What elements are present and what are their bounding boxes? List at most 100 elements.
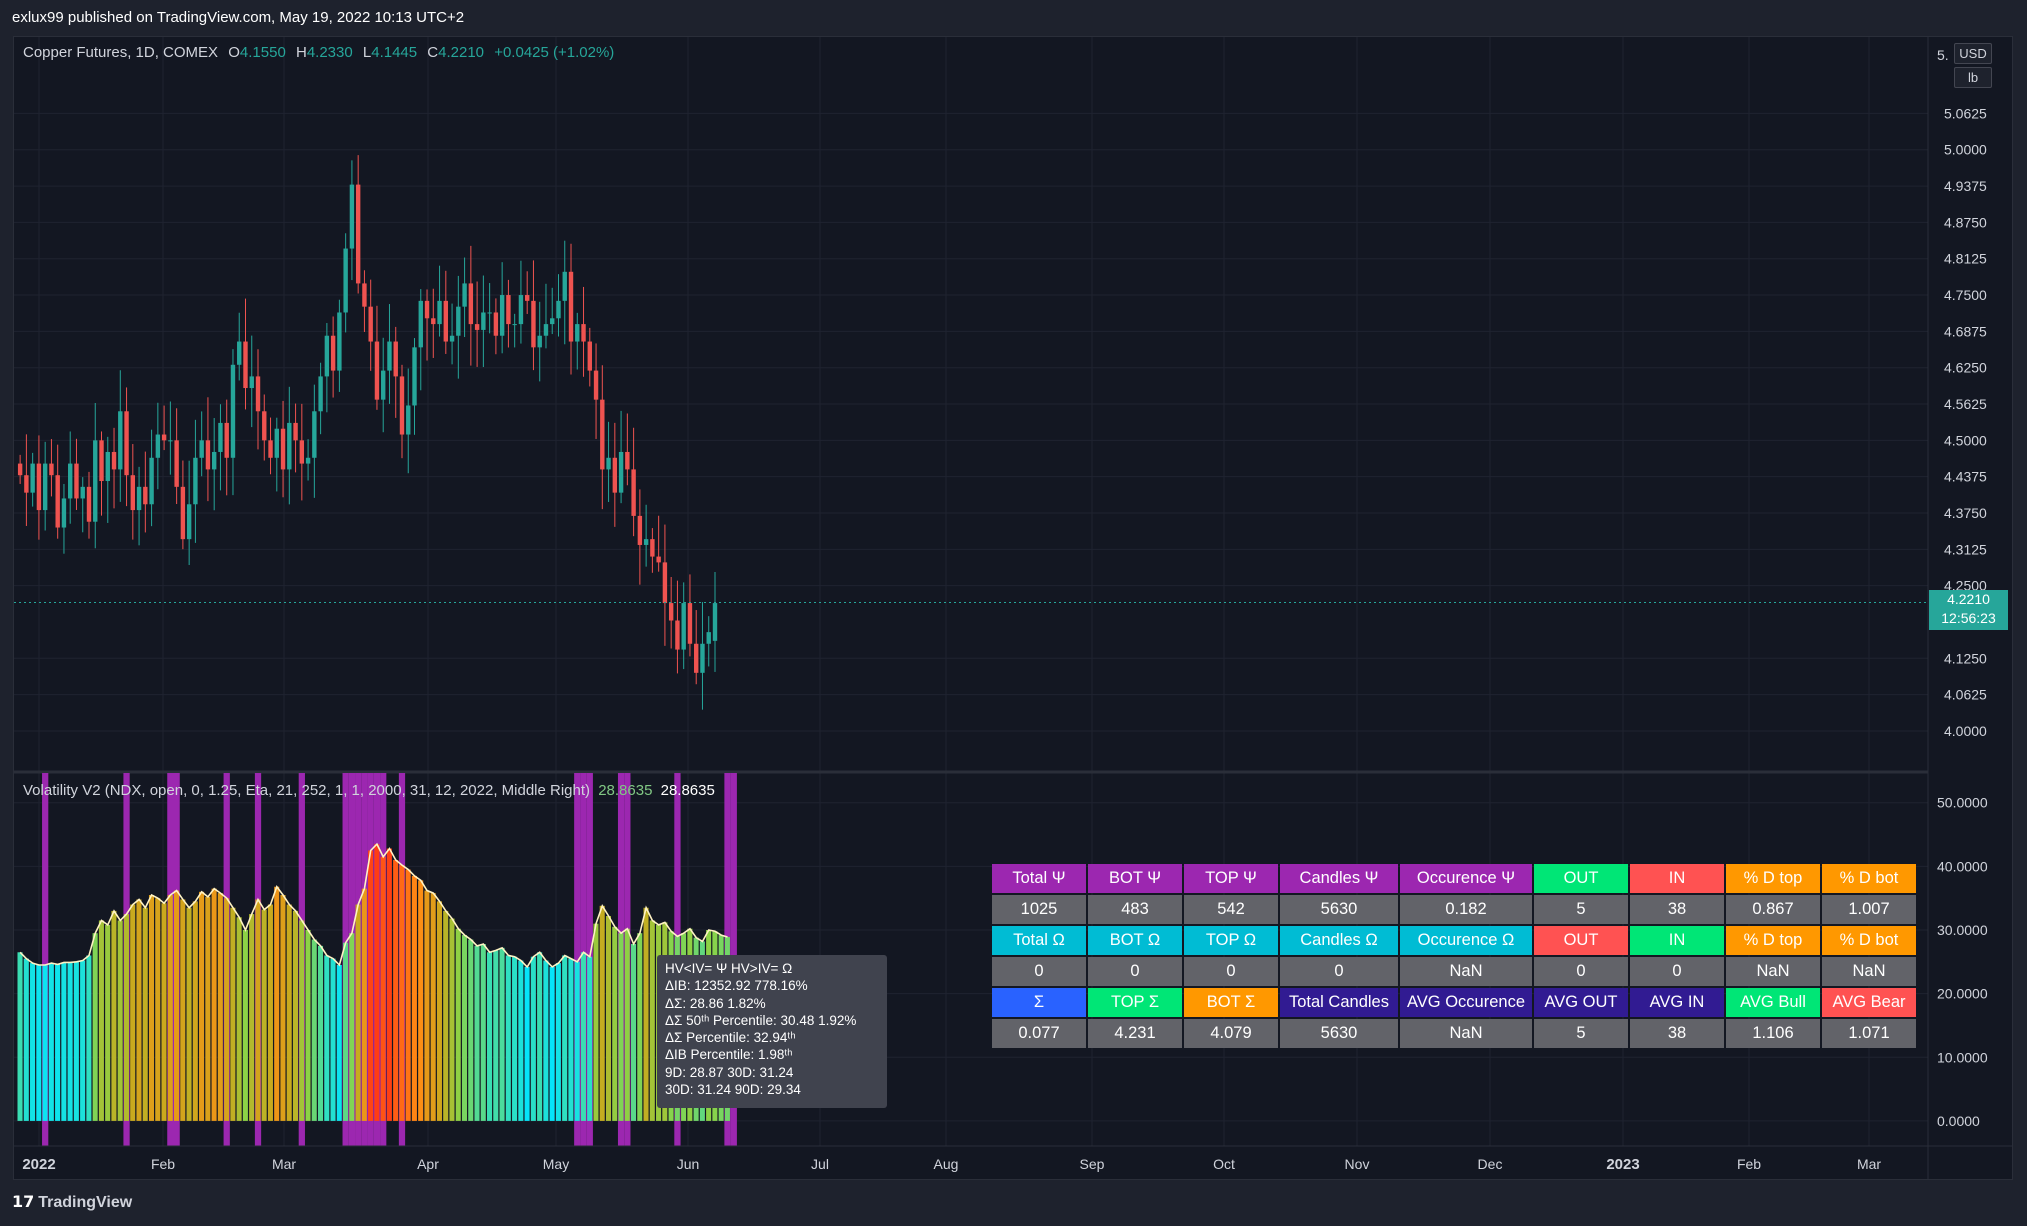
volatility-bar [443,910,449,1121]
volatility-bar [393,860,399,1121]
highlight-bar [574,773,581,1146]
candle-body [136,486,142,511]
candle-body [74,463,79,499]
volatility-bar [205,896,211,1121]
candle-body [581,324,586,342]
volatility-bar [512,956,518,1121]
currency-badge[interactable]: USD [1954,43,1992,64]
volatility-bar [155,898,161,1121]
candle-body [474,324,480,330]
candle-body [431,318,436,325]
candle-body [387,341,392,371]
table-cell: NaN [1400,1019,1532,1048]
volatility-bar [267,904,273,1121]
time-tick-label: Sep [1080,1156,1105,1172]
candle-body [218,422,223,452]
candle-body [562,271,567,301]
volatility-bar [192,901,198,1121]
volatility-bar [518,960,524,1121]
table-cell: 0 [1630,957,1724,986]
table-row: 0 0 0 0 NaN 0 0 NaN NaN [992,957,1916,986]
last-price-value: 4.2210 [1947,591,1990,607]
candle-body [93,440,98,522]
high-value: 4.2330 [306,44,353,61]
published-header: exlux99 published on TradingView.com, Ma… [12,9,465,26]
volatility-bar [637,933,643,1121]
tooltip-line: ΔΣ 50ᵗʰ Percentile: 30.48 1.92% [665,1012,857,1028]
table-row: 0.077 4.231 4.079 5630 NaN 5 38 1.106 1.071 [992,1019,1916,1048]
volatility-bar [643,907,649,1121]
candle-body [243,341,248,389]
price-tick-label: 4.6875 [1944,323,1987,339]
volatility-bar [305,930,311,1121]
volatility-bar [80,960,86,1121]
volatility-bar [148,895,155,1121]
volatility-bar [136,899,142,1121]
tooltip-line: HV<IV= Ψ HV>IV= Ω [665,961,793,976]
volatility-bar [580,952,586,1121]
volatility-bar [92,933,98,1121]
table-cell: AVG Occurence [1400,988,1532,1017]
price-tick-label: 4.9375 [1944,178,1987,194]
volatility-bar [424,890,430,1121]
table-cell: 0.182 [1400,895,1532,924]
candle-body [462,283,467,307]
candle-body [280,428,286,470]
candle-body [30,463,35,493]
volatility-bar [230,907,236,1121]
volatility-bar [461,935,468,1121]
volatility-bar [361,888,367,1121]
table-cell: 1.007 [1822,895,1916,924]
volatility-bar [242,930,248,1121]
volatility-bar [386,848,392,1121]
candle-body [587,341,592,371]
unit-badge[interactable]: lb [1954,67,1992,88]
tooltip-line: ΔΣ: 28.86 1.82% [665,995,766,1011]
volatility-bar [117,920,123,1121]
volatility-bar [73,961,79,1121]
volatility-series [17,842,730,1121]
candle-body [712,603,718,641]
volatility-bar [543,960,549,1121]
candle-body [349,184,355,249]
indicator-legend: Volatility V2 (NDX, open, 0, 1.25, Eta, … [23,782,715,799]
price-tick-label: 4.0000 [1944,723,1987,739]
volatility-tick-label: 40.0000 [1937,858,1988,874]
time-tick-label: Oct [1213,1156,1235,1172]
low-label: L [362,44,372,61]
candle-body [149,457,154,505]
volatility-tick-label: 0.0000 [1937,1113,1980,1129]
volatility-bar [174,890,180,1121]
volatility-bar [480,944,486,1121]
candle-body [531,300,536,348]
volatility-bar [286,904,292,1121]
volatility-bar [587,956,593,1121]
tooltip-line: ΔIB Percentile: 1.98ᵗʰ [665,1047,793,1063]
close-value: 4.2210 [438,44,485,61]
volatility-bar [530,956,536,1121]
table-cell: OUT [1534,864,1628,893]
table-cell: BOT Σ [1184,988,1278,1017]
open-label: O [228,44,240,61]
price-tick-label: 5.0000 [1944,142,1987,158]
table-cell: Σ [992,988,1086,1017]
candle-body [568,271,574,342]
candle-body [49,463,54,476]
candle-body [675,620,680,650]
candle-body [61,498,67,528]
volatility-bar [455,928,461,1121]
volatility-tick-label: 20.0000 [1937,986,1988,1002]
table-cell: Total Ψ [992,864,1086,893]
tradingview-footer: 𝟭𝟳 TradingView [12,1192,132,1212]
volatility-bar [61,962,67,1121]
candle-body [381,370,386,400]
table-cell: Total Ω [992,926,1086,955]
volatility-bar [274,886,280,1121]
volatility-bar [224,898,230,1121]
volatility-tooltip: HV<IV= Ψ HV>IV= Ω ΔIB: 12352.92 778.16% … [657,955,887,1108]
table-cell: % D top [1726,864,1820,893]
volatility-bar [86,955,92,1121]
volatility-bar [280,895,286,1121]
volatility-bar [474,945,480,1121]
